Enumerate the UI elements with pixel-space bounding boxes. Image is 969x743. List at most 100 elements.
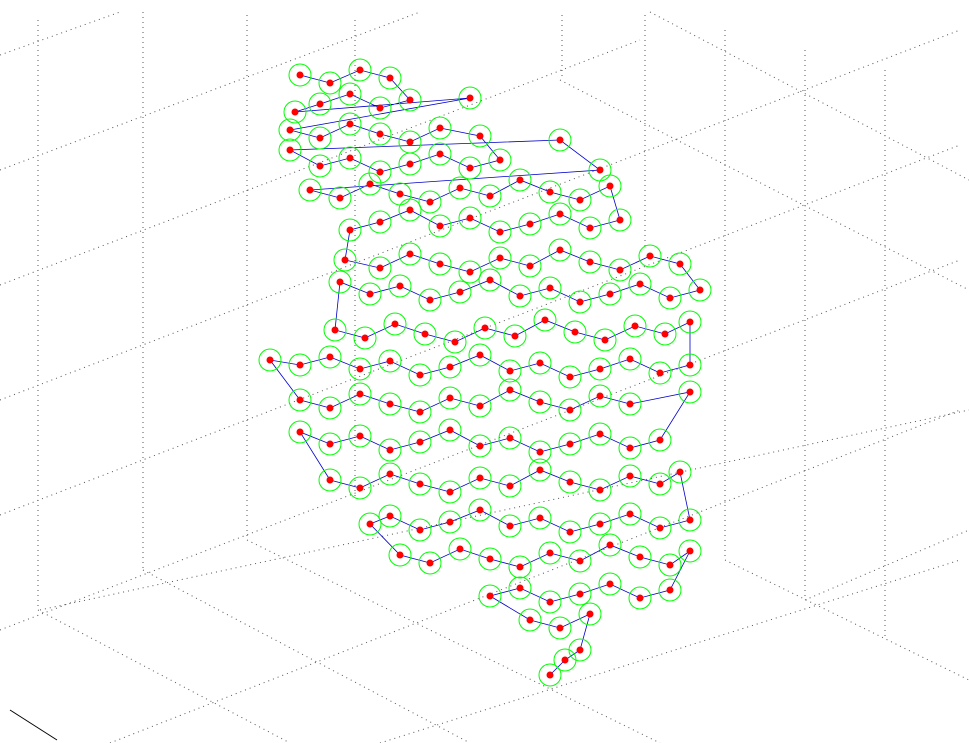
atom-ring: [418, 551, 442, 575]
atom-ring: [418, 288, 442, 312]
atom-dot: [536, 448, 544, 456]
atom-dot: [636, 594, 644, 602]
atom-ring: [338, 82, 362, 106]
atom-dot: [296, 428, 304, 436]
atom-ring: [398, 242, 422, 266]
atom-dot: [566, 440, 574, 448]
atom-dot: [416, 480, 424, 488]
atom-ring: [428, 142, 452, 166]
atom-dot: [536, 359, 544, 367]
atom-ring: [378, 66, 402, 90]
atom-dot: [436, 222, 444, 230]
atom-ring: [653, 322, 677, 346]
atom-dot: [486, 276, 494, 284]
atom-ring: [488, 148, 512, 172]
atom-ring: [378, 349, 402, 373]
atom-dot: [506, 386, 514, 394]
atom-dot: [456, 288, 464, 296]
atom-ring: [368, 256, 392, 280]
atom-ring: [618, 464, 642, 488]
grid-line: [246, 539, 661, 743]
atom-dot: [416, 526, 424, 534]
atom-ring: [593, 328, 617, 352]
atom-dot: [676, 260, 684, 268]
atom-dot: [376, 218, 384, 226]
atom-dot: [476, 442, 484, 450]
atom-dot: [546, 188, 554, 196]
atom-dot: [356, 484, 364, 492]
grid-line: [0, 11, 421, 171]
atom-dot: [376, 264, 384, 272]
atom-dot: [416, 371, 424, 379]
atom-dot: [386, 400, 394, 408]
atom-dot: [266, 356, 274, 364]
atom-dot: [686, 516, 694, 524]
atom-ring: [278, 138, 302, 162]
atom-dot: [286, 146, 294, 154]
grid: [0, 11, 969, 743]
atom-dot: [656, 480, 664, 488]
atom-dot: [476, 351, 484, 359]
atom-ring: [448, 537, 472, 561]
atom-ring: [678, 353, 702, 377]
atom-ring: [473, 316, 497, 340]
atom-ring: [398, 88, 422, 112]
atom-ring: [408, 363, 432, 387]
atom-ring: [658, 553, 682, 577]
atom-dot: [626, 510, 634, 518]
plot-area: [258, 58, 712, 687]
atom-dot: [476, 506, 484, 514]
atom-dot: [416, 438, 424, 446]
atom-ring: [638, 244, 662, 268]
atom-dot: [606, 580, 614, 588]
atom-ring: [388, 274, 412, 298]
atom-ring: [528, 506, 552, 530]
atom-ring: [578, 216, 602, 240]
atom-dot: [536, 466, 544, 474]
atom-dot: [486, 592, 494, 600]
atom-dot: [666, 586, 674, 594]
atom-dot: [541, 316, 549, 324]
atom-ring: [438, 386, 462, 410]
atom-ring: [458, 86, 482, 110]
atom-ring: [358, 282, 382, 306]
atom-ring: [623, 314, 647, 338]
atom-dot: [686, 547, 694, 555]
atom-ring: [353, 326, 377, 350]
atom-ring: [488, 246, 512, 270]
atom-dot: [386, 512, 394, 520]
atom-dot: [396, 551, 404, 559]
atom-ring: [588, 422, 612, 446]
atom-dot: [626, 472, 634, 480]
atom-ring: [558, 398, 582, 422]
atom-ring: [538, 541, 562, 565]
atom-dot: [606, 541, 614, 549]
atom-dot: [506, 482, 514, 490]
atom-ring: [558, 432, 582, 456]
atom-dot: [446, 488, 454, 496]
atom-ring: [668, 460, 692, 484]
atom-ring: [508, 576, 532, 600]
atom-ring: [458, 206, 482, 230]
atom-dot: [456, 184, 464, 192]
atom-dot: [446, 363, 454, 371]
atom-dot: [406, 206, 414, 214]
atom-dot: [456, 545, 464, 553]
atom-ring: [538, 590, 562, 614]
atom-ring: [323, 318, 347, 342]
atom-dot: [586, 224, 594, 232]
atom-dot: [576, 590, 584, 598]
atom-ring: [428, 116, 452, 140]
atom-ring: [368, 160, 392, 184]
atom-dot: [656, 436, 664, 444]
grid-line: [142, 569, 471, 743]
atom-dot: [636, 553, 644, 561]
atom-ring: [538, 276, 562, 300]
atom-dot: [426, 198, 434, 206]
atom-ring: [508, 284, 532, 308]
atom-ring: [618, 392, 642, 416]
atom-ring: [378, 438, 402, 462]
atom-dot: [606, 290, 614, 298]
atom-dot: [646, 252, 654, 260]
atom-ring: [348, 58, 372, 82]
